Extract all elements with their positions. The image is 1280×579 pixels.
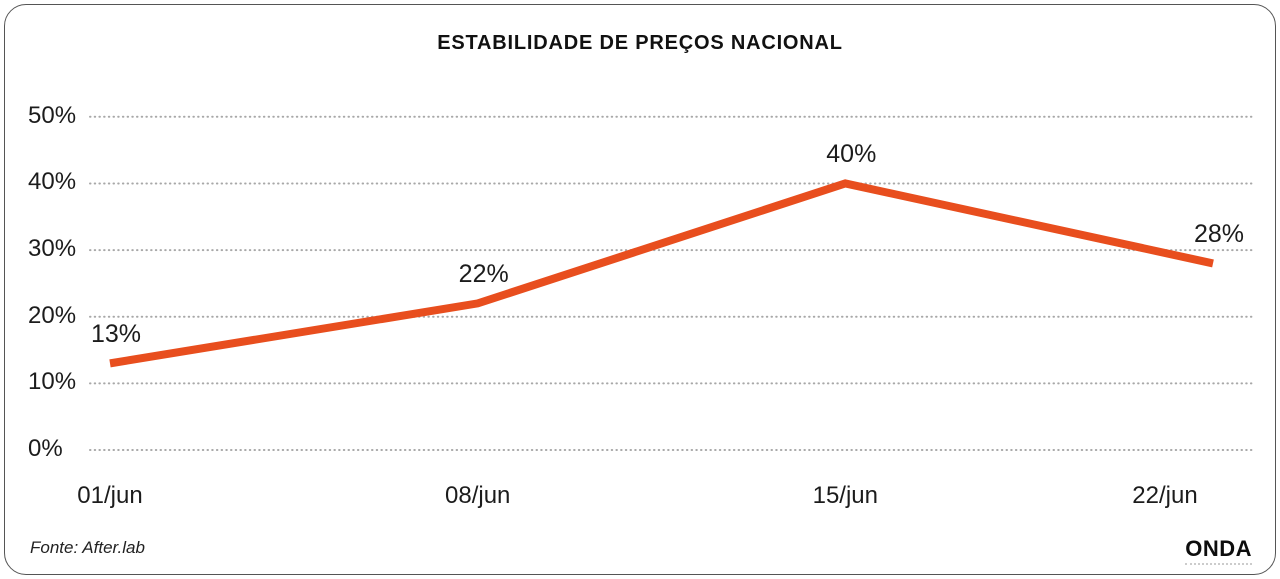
y-tick-label: 50%	[28, 101, 77, 129]
x-tick-label: 15/jun	[812, 482, 878, 509]
source-note: Fonte: After.lab	[30, 538, 145, 557]
brand-logo: ONDA	[1185, 536, 1252, 565]
point-value-label: 28%	[1193, 220, 1245, 249]
series-line	[109, 179, 1214, 368]
x-tick-label: 22/jun	[1132, 482, 1198, 509]
y-tick-label: 20%	[28, 301, 77, 329]
x-tick-label: 01/jun	[77, 482, 143, 509]
y-tick-label: 10%	[28, 368, 77, 396]
y-tick-label: 0%	[28, 434, 63, 462]
x-tick-label: 08/jun	[444, 482, 511, 509]
point-value-label: 13%	[90, 320, 142, 349]
y-tick-label: 30%	[28, 234, 77, 262]
point-value-label: 22%	[458, 260, 509, 289]
point-value-label: 40%	[826, 140, 877, 169]
y-tick-label: 40%	[28, 168, 77, 196]
chart-title: ESTABILIDADE DE PREÇOS NACIONAL	[437, 32, 843, 54]
